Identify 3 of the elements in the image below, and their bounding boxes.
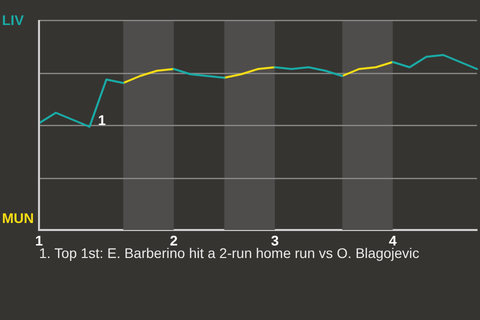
annotation: 1 — [98, 112, 106, 128]
text: MUN — [2, 210, 34, 226]
text: LIV — [2, 12, 24, 28]
